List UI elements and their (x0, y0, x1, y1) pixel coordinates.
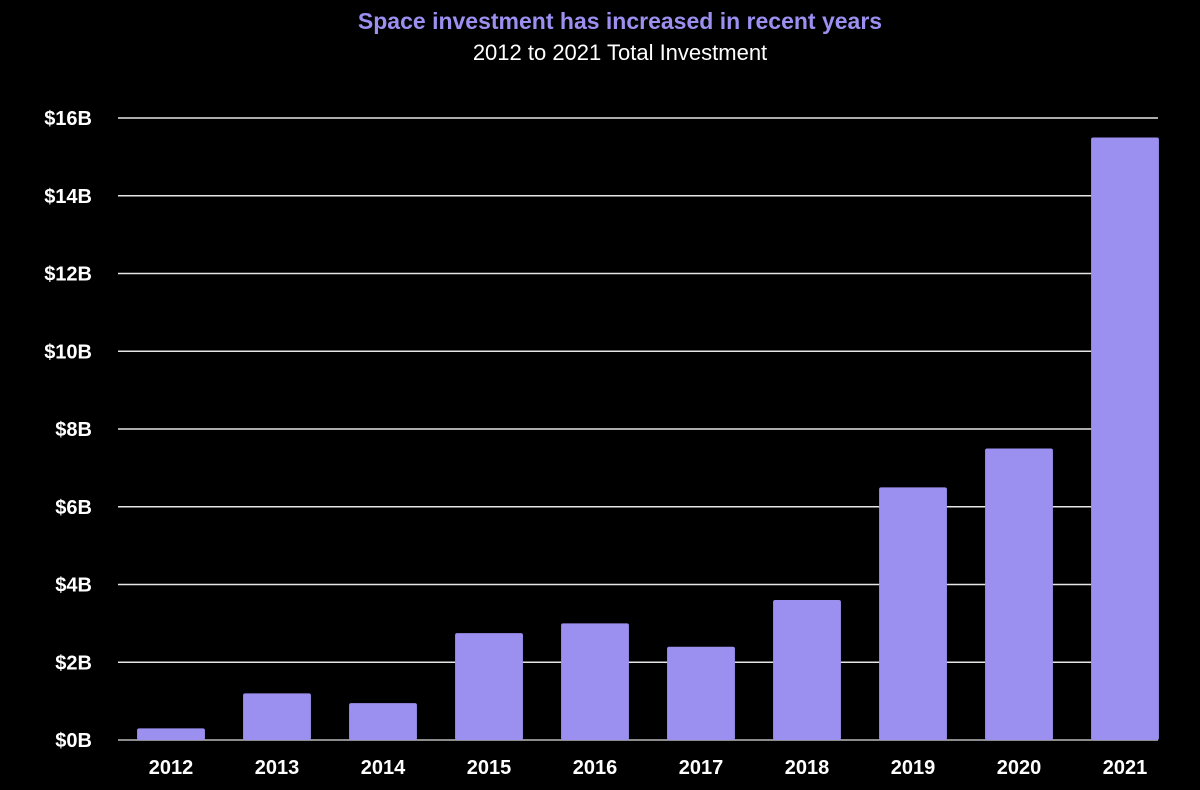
x-tick-label: 2016 (573, 757, 618, 779)
y-tick-label: $2B (55, 652, 92, 674)
y-tick-label: $4B (55, 575, 92, 597)
y-tick-label: $12B (44, 264, 92, 286)
y-tick-label: $0B (55, 730, 92, 752)
x-tick-label: 2015 (467, 757, 512, 779)
x-tick-label: 2012 (149, 757, 194, 779)
x-tick-label: 2017 (679, 757, 724, 779)
bar-2017 (667, 646, 735, 740)
chart-subtitle: 2012 to 2021 Total Investment (472, 40, 768, 65)
y-tick-label: $8B (55, 419, 92, 441)
y-tick-label: $16B (44, 108, 92, 130)
bar-2018 (773, 600, 841, 740)
grid-lines (118, 117, 1158, 741)
bar-2012 (137, 728, 205, 740)
x-axis-ticks: 2012 2013 2014 2015 2016 2017 2018 2019 2020 2021 (149, 757, 1148, 779)
x-tick-label: 2014 (361, 757, 406, 779)
bar-2015 (455, 633, 523, 740)
x-tick-label: 2020 (997, 757, 1042, 779)
x-tick-label: 2019 (891, 757, 936, 779)
x-tick-label: 2013 (255, 757, 300, 779)
bar-2020 (985, 448, 1053, 740)
chart-title: Space investment has increased in recent… (357, 8, 883, 34)
y-tick-label: $10B (44, 341, 92, 363)
bar-2014 (349, 703, 417, 740)
bar-2016 (561, 623, 629, 740)
y-tick-label: $6B (55, 497, 92, 519)
x-tick-label: 2021 (1103, 757, 1148, 779)
y-axis-ticks: $0B $2B $4B $6B $8B $10B $12B $14B $16B (44, 108, 92, 752)
x-tick-label: 2018 (785, 757, 830, 779)
bar-2021 (1091, 137, 1159, 740)
y-tick-label: $14B (44, 186, 92, 208)
bar-2019 (879, 487, 947, 740)
bar-2013 (243, 693, 311, 740)
bars (137, 137, 1159, 740)
